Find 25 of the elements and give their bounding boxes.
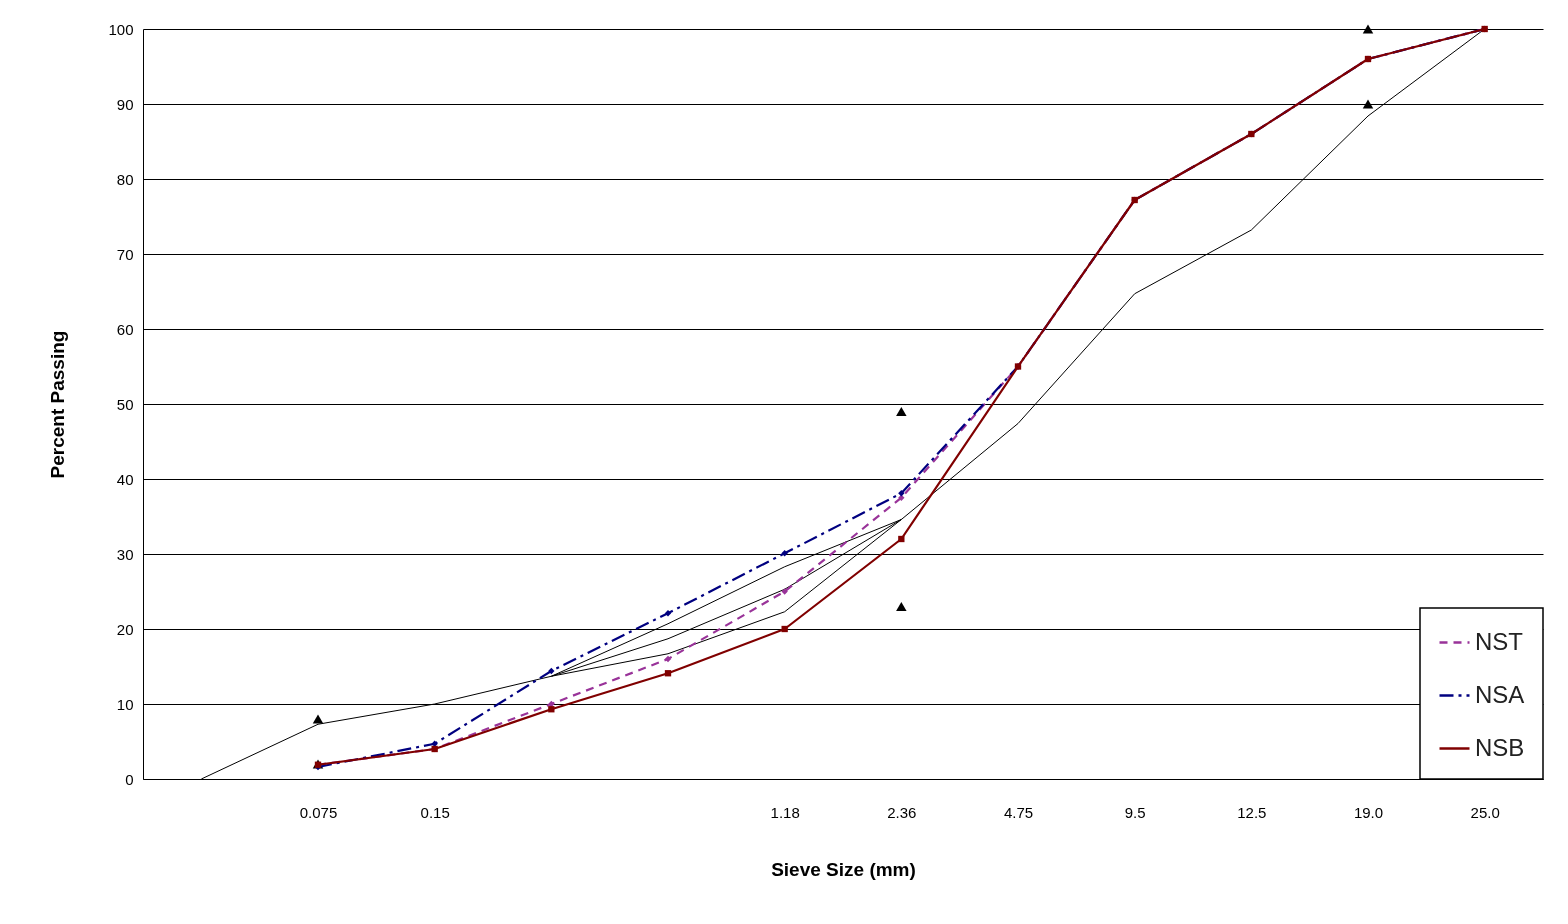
x-tick-label: 1.18 xyxy=(770,803,800,821)
y-tick-label: 40 xyxy=(116,470,134,488)
legend-label: NSA xyxy=(1475,680,1525,708)
y-tick-label: 90 xyxy=(116,95,134,113)
x-tick-label: 25.0 xyxy=(1470,803,1500,821)
y-tick-label: 10 xyxy=(116,695,134,713)
y-tick-label: 70 xyxy=(116,245,134,263)
x-tick-label: 9.5 xyxy=(1124,803,1146,821)
legend-label: NSB xyxy=(1475,733,1525,761)
y-tick-label: 20 xyxy=(116,620,134,638)
x-tick-label: 2.36 xyxy=(887,803,917,821)
y-tick-label: 50 xyxy=(116,395,134,413)
x-tick-label: 12.5 xyxy=(1237,803,1267,821)
x-tick-label: 19.0 xyxy=(1353,803,1384,821)
y-tick-label: 60 xyxy=(116,320,134,338)
y-tick-label: 100 xyxy=(108,20,134,38)
y-tick-label: 0 xyxy=(125,770,134,788)
y-tick-label: 30 xyxy=(116,545,134,563)
y-axis-title: Percent Passing xyxy=(47,330,69,479)
x-tick-label: 4.75 xyxy=(1003,803,1034,821)
x-axis-title: Sieve Size (mm) xyxy=(771,858,916,880)
x-tick-label: 0.075 xyxy=(299,803,338,821)
legend-label: NST xyxy=(1475,627,1524,655)
y-tick-label: 80 xyxy=(116,170,134,188)
x-tick-label: 0.15 xyxy=(420,803,450,821)
